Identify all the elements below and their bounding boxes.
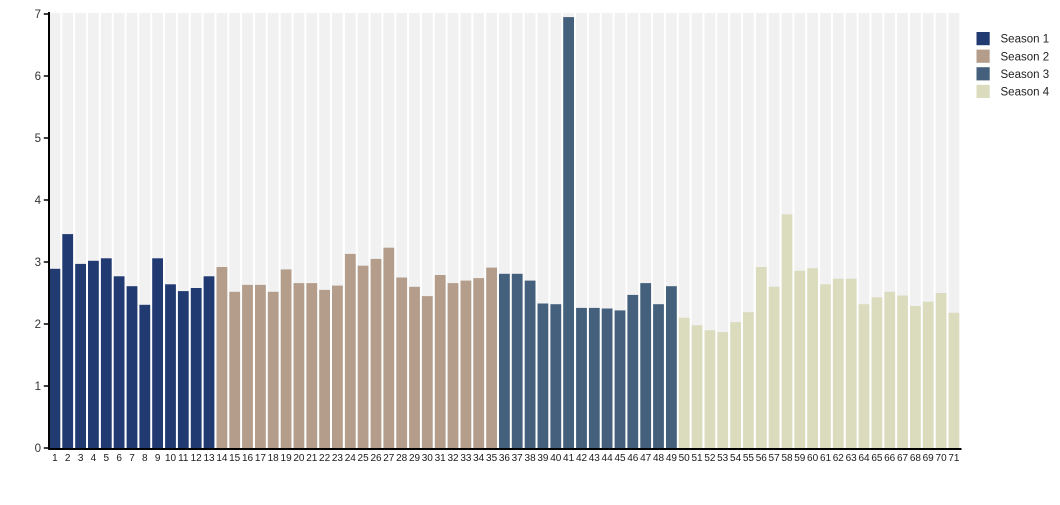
svg-text:5: 5 [35, 133, 41, 145]
svg-text:13: 13 [203, 453, 215, 464]
svg-text:41: 41 [563, 453, 575, 464]
svg-text:10: 10 [165, 453, 177, 464]
svg-text:64: 64 [858, 453, 870, 464]
svg-text:69: 69 [923, 453, 935, 464]
svg-text:44: 44 [602, 453, 614, 464]
svg-text:59: 59 [794, 453, 806, 464]
svg-text:57: 57 [769, 453, 781, 464]
svg-text:62: 62 [833, 453, 845, 464]
svg-text:0: 0 [35, 443, 41, 455]
svg-text:Season 4: Season 4 [1001, 87, 1050, 99]
svg-text:Season 3: Season 3 [1001, 69, 1050, 81]
svg-text:18: 18 [268, 453, 280, 464]
svg-text:55: 55 [743, 453, 755, 464]
svg-text:45: 45 [614, 453, 626, 464]
svg-text:30: 30 [422, 453, 434, 464]
svg-text:28: 28 [396, 453, 408, 464]
svg-text:60: 60 [807, 453, 819, 464]
svg-text:46: 46 [627, 453, 639, 464]
svg-text:15: 15 [229, 453, 241, 464]
svg-text:4: 4 [35, 195, 42, 207]
svg-text:6: 6 [116, 453, 122, 464]
svg-text:16: 16 [242, 453, 254, 464]
svg-text:40: 40 [550, 453, 562, 464]
svg-text:70: 70 [936, 453, 948, 464]
svg-text:50: 50 [679, 453, 691, 464]
svg-text:31: 31 [435, 453, 447, 464]
svg-text:1: 1 [52, 453, 58, 464]
svg-text:67: 67 [897, 453, 909, 464]
svg-text:2: 2 [65, 453, 71, 464]
svg-text:22: 22 [319, 453, 331, 464]
svg-text:5: 5 [104, 453, 110, 464]
svg-text:20: 20 [293, 453, 305, 464]
svg-text:68: 68 [910, 453, 922, 464]
svg-text:63: 63 [846, 453, 858, 464]
svg-text:71: 71 [948, 453, 960, 464]
svg-text:66: 66 [884, 453, 896, 464]
svg-text:14: 14 [216, 453, 228, 464]
svg-text:21: 21 [306, 453, 318, 464]
svg-text:35: 35 [486, 453, 498, 464]
svg-text:48: 48 [653, 453, 665, 464]
svg-text:49: 49 [666, 453, 678, 464]
svg-text:37: 37 [512, 453, 524, 464]
svg-text:8: 8 [142, 453, 148, 464]
svg-text:12: 12 [191, 453, 203, 464]
svg-text:47: 47 [640, 453, 652, 464]
svg-text:34: 34 [473, 453, 485, 464]
svg-text:53: 53 [717, 453, 729, 464]
svg-text:33: 33 [460, 453, 472, 464]
svg-text:2: 2 [35, 319, 41, 331]
svg-text:Season 2: Season 2 [1001, 51, 1050, 63]
svg-text:25: 25 [358, 453, 370, 464]
svg-text:6: 6 [35, 71, 41, 83]
svg-text:61: 61 [820, 453, 832, 464]
svg-text:43: 43 [589, 453, 601, 464]
svg-text:3: 3 [35, 257, 41, 269]
svg-text:7: 7 [129, 453, 135, 464]
svg-text:9: 9 [155, 453, 161, 464]
svg-text:56: 56 [756, 453, 768, 464]
svg-text:39: 39 [537, 453, 549, 464]
svg-text:17: 17 [255, 453, 267, 464]
svg-text:11: 11 [178, 453, 189, 464]
svg-text:Season 1: Season 1 [1001, 34, 1050, 46]
svg-text:58: 58 [781, 453, 793, 464]
svg-text:36: 36 [499, 453, 511, 464]
svg-text:3: 3 [78, 453, 84, 464]
svg-text:7: 7 [35, 9, 41, 21]
svg-text:51: 51 [691, 453, 703, 464]
svg-text:38: 38 [525, 453, 537, 464]
svg-text:29: 29 [409, 453, 421, 464]
svg-text:52: 52 [704, 453, 716, 464]
svg-text:23: 23 [332, 453, 344, 464]
svg-text:19: 19 [281, 453, 293, 464]
svg-text:54: 54 [730, 453, 742, 464]
svg-text:4: 4 [91, 453, 97, 464]
svg-text:65: 65 [871, 453, 883, 464]
svg-text:32: 32 [447, 453, 459, 464]
svg-text:24: 24 [345, 453, 357, 464]
svg-text:27: 27 [383, 453, 395, 464]
svg-text:42: 42 [576, 453, 588, 464]
svg-text:1: 1 [35, 381, 41, 393]
svg-text:26: 26 [370, 453, 382, 464]
